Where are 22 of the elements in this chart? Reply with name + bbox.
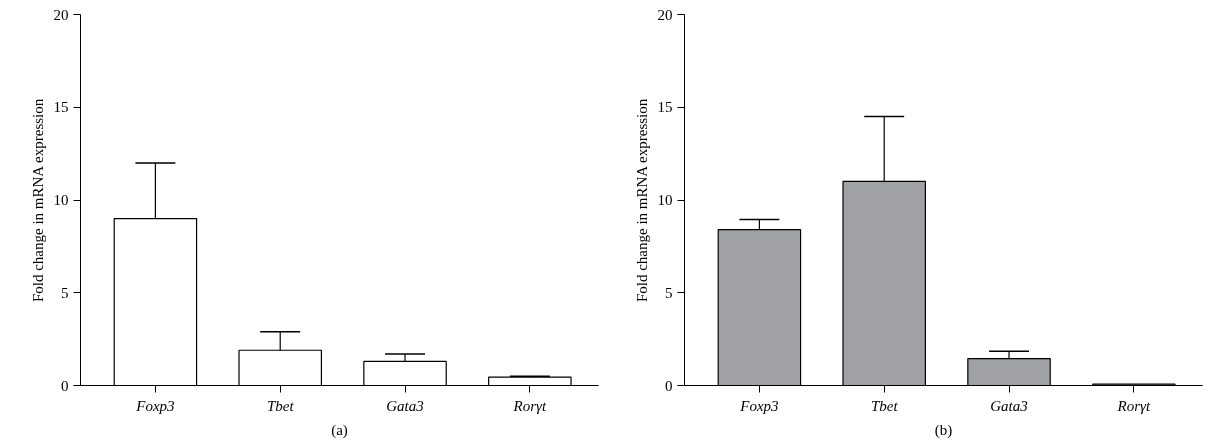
x-tick-label: Foxp3 — [739, 397, 779, 414]
x-tick-label: Foxp3 — [135, 397, 175, 414]
x-tick-label: Tbet — [266, 397, 295, 414]
y-axis-title: Fold change in mRNA expression — [29, 98, 46, 303]
y-axis-title: Fold change in mRNA expression — [633, 98, 650, 303]
y-tick-label: 10 — [53, 192, 69, 208]
x-axis-title: (a) — [331, 421, 348, 439]
x-tick-label: Gata3 — [386, 397, 424, 414]
x-axis-title: (b) — [934, 421, 953, 439]
y-tick-label: 0 — [61, 377, 69, 394]
y-tick-label: 20 — [53, 6, 69, 23]
y-tick-label: 15 — [657, 99, 673, 116]
x-tick-label: Rorγt — [512, 397, 547, 414]
y-tick-label: 15 — [53, 99, 69, 116]
y-tick-label: 5 — [61, 284, 69, 301]
x-tick-label: Rorγt — [1116, 397, 1151, 414]
x-tick-label: Gata3 — [990, 397, 1028, 414]
y-tick-label: 0 — [665, 377, 673, 394]
x-tick-label: Tbet — [870, 397, 899, 414]
y-tick-label: 10 — [657, 192, 673, 208]
y-tick-label: 5 — [665, 284, 673, 301]
y-tick-label: 20 — [657, 6, 673, 23]
